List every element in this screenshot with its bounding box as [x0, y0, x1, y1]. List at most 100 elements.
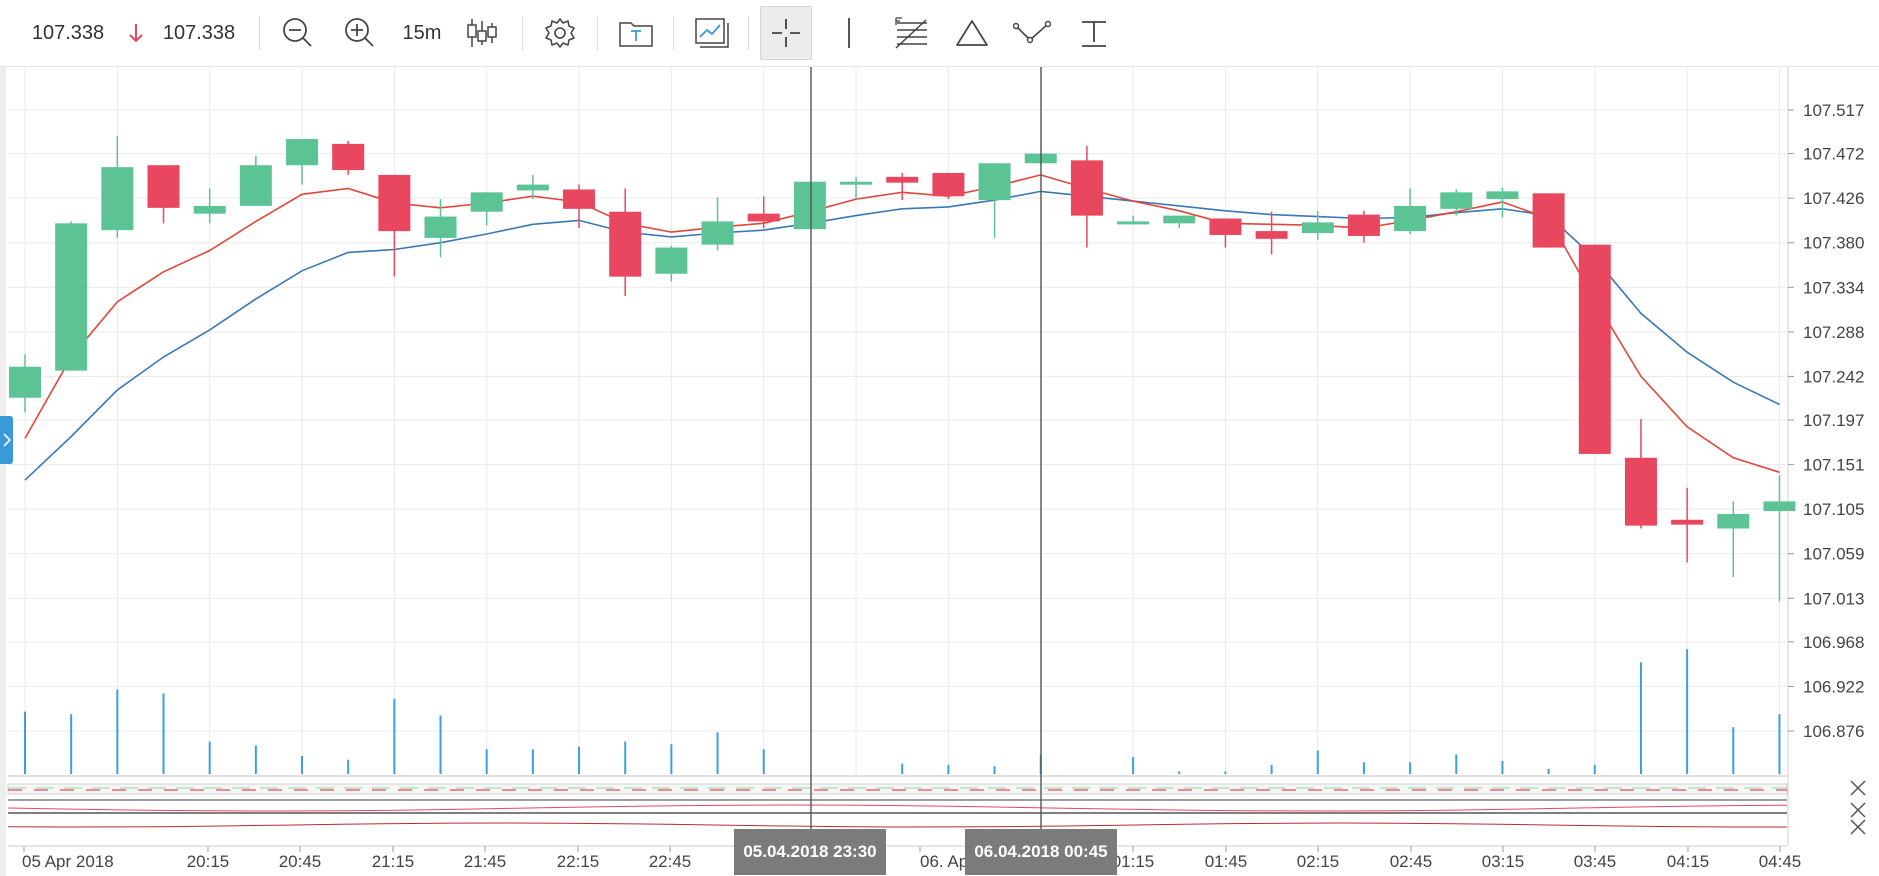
price-tick-label: 107.334	[1803, 278, 1864, 297]
price-tick-label: 107.426	[1803, 189, 1864, 208]
candle-body	[1440, 192, 1473, 209]
price-tick-label: 107.105	[1803, 500, 1864, 519]
candle-body	[332, 143, 365, 171]
close-icon[interactable]	[1849, 818, 1867, 836]
candle-body	[239, 165, 272, 206]
bid-price: 107.338	[31, 21, 105, 44]
candle-body	[147, 165, 180, 208]
toolbar-divider	[597, 16, 598, 50]
timeframe-selector[interactable]: 15m	[402, 21, 442, 44]
candle-body	[932, 172, 965, 197]
candle-body	[1763, 501, 1796, 512]
price-axis: 107.517 107.472 107.426 107.380 107.334 107.2…	[1788, 101, 1864, 741]
indicator-line	[7, 822, 1787, 828]
candle-body	[516, 184, 549, 191]
candle-body	[1394, 205, 1427, 232]
polyline-icon[interactable]	[1010, 0, 1054, 66]
left-strip	[0, 66, 6, 876]
crosshair-time-tag: 05.04.2018 23:30	[734, 829, 886, 875]
time-tick-label: 06. Ap	[920, 852, 968, 871]
time-tick-label: 03:15	[1482, 852, 1525, 871]
price-tick-label: 107.380	[1803, 234, 1864, 253]
price-tick-label: 107.197	[1803, 411, 1864, 430]
indicators-icon[interactable]	[690, 0, 734, 66]
price-tick-label: 107.517	[1803, 101, 1864, 120]
time-tick-label: 22:45	[649, 852, 692, 871]
chart-grid	[8, 66, 1789, 846]
price-tick-label: 106.922	[1803, 677, 1864, 696]
price-tick-label: 107.059	[1803, 545, 1864, 564]
candle-body	[1717, 513, 1750, 529]
price-tick-label: 107.242	[1803, 367, 1864, 386]
ask-price: 107.338	[162, 21, 236, 44]
candle-body	[1255, 231, 1288, 239]
price-tick-label: 107.288	[1803, 323, 1864, 342]
time-axis: 05 Apr 2018 20:15 20:45 21:15 21:45 22:15 22:4…	[8, 845, 1802, 871]
candle-body	[1532, 193, 1565, 248]
indicator-strip	[7, 783, 1788, 795]
time-tick-label: 21:15	[372, 852, 415, 871]
candle-body	[55, 223, 88, 371]
toolbar: 107.338 107.338 15m	[0, 0, 1879, 67]
close-icon[interactable]	[1849, 801, 1867, 819]
candle-body	[1163, 215, 1196, 224]
chevron-right-icon	[2, 433, 11, 447]
candle-body	[424, 216, 457, 238]
time-tick-label: 02:15	[1297, 852, 1340, 871]
zoom-in-icon[interactable]	[340, 0, 380, 66]
close-icon[interactable]	[1849, 779, 1867, 797]
candle-body	[1209, 218, 1242, 235]
candle-body	[978, 163, 1011, 201]
toolbar-divider	[673, 16, 674, 50]
time-tick-label: 02:45	[1390, 852, 1433, 871]
price-tick-label: 107.151	[1803, 456, 1864, 475]
price-tick-label: 107.472	[1803, 145, 1864, 164]
volume-bars	[24, 649, 1781, 774]
price-tick-label: 107.013	[1803, 589, 1864, 608]
candle-body	[101, 167, 134, 231]
price-tick-label: 106.876	[1803, 722, 1864, 741]
candle-body	[563, 189, 596, 209]
side-panel-toggle[interactable]	[0, 416, 13, 464]
time-tick-label: 05 Apr 2018	[22, 852, 114, 871]
candle-body	[793, 181, 826, 230]
candle-body	[1301, 222, 1334, 234]
candle-body	[378, 174, 411, 232]
zoom-out-icon[interactable]	[278, 0, 318, 66]
candle-body	[1486, 191, 1519, 200]
template-icon[interactable]	[614, 0, 658, 66]
vertical-line-icon[interactable]	[834, 0, 864, 66]
arrow-down-icon	[124, 0, 148, 66]
candle-body	[9, 366, 41, 398]
crosshair-icon[interactable]	[760, 6, 812, 60]
price-tick-label: 106.968	[1803, 633, 1864, 652]
text-icon[interactable]	[1072, 0, 1116, 66]
candlesticks	[9, 136, 1796, 602]
candle-body	[1578, 244, 1611, 454]
ma-slow-line	[24, 190, 1780, 481]
settings-icon[interactable]	[538, 0, 582, 66]
time-tick-label: 04:45	[1759, 852, 1802, 871]
candles-icon[interactable]	[462, 0, 502, 66]
indicator-line	[7, 804, 1788, 812]
time-tick-label: 01:45	[1205, 852, 1248, 871]
candle-body	[840, 181, 873, 185]
toolbar-divider	[748, 16, 749, 50]
candle-body	[1117, 221, 1150, 225]
candle-body	[1347, 214, 1380, 236]
candle-body	[747, 213, 780, 222]
candle-body	[286, 139, 319, 166]
candle-body	[609, 211, 642, 277]
time-tick-label: 01:15	[1112, 852, 1155, 871]
toolbar-divider	[522, 16, 523, 50]
candle-body	[1671, 519, 1704, 525]
time-tick-label: 20:15	[187, 852, 230, 871]
indicator-panel	[7, 783, 1788, 828]
candle-body	[1624, 457, 1657, 526]
time-tick-label: 22:15	[557, 852, 600, 871]
triangle-icon[interactable]	[950, 0, 994, 66]
time-tick-label: 04:15	[1667, 852, 1710, 871]
fibonacci-icon[interactable]	[888, 0, 934, 66]
candle-body	[193, 205, 226, 214]
